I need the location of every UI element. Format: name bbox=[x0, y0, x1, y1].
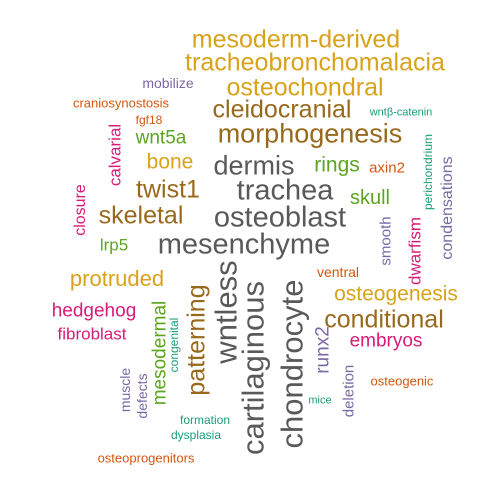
word-formation: formation bbox=[179, 413, 231, 427]
word-wnt-beta-catenin: wntβ-catenin bbox=[369, 106, 433, 119]
word-mice: mice bbox=[308, 394, 332, 407]
word-skull: skull bbox=[349, 187, 391, 209]
word-defects: defects bbox=[134, 373, 150, 419]
word-embryos: embryos bbox=[349, 330, 423, 352]
word-trachea: trachea bbox=[236, 174, 334, 207]
word-calvarial: calvarial bbox=[105, 123, 125, 187]
word-fgf18: fgf18 bbox=[135, 113, 163, 127]
word-osteoprogenitors: osteoprogenitors bbox=[97, 450, 195, 466]
word-perichondrium: perichondrium bbox=[421, 133, 435, 211]
word-cleidocranial: cleidocranial bbox=[212, 95, 352, 124]
word-osteoblast: osteoblast bbox=[213, 201, 347, 234]
word-hedgehog: hedgehog bbox=[51, 300, 137, 322]
word-skeletal: skeletal bbox=[98, 201, 184, 230]
word-chondrocyte: chondrocyte bbox=[274, 279, 310, 449]
word-osteogenesis: osteogenesis bbox=[334, 282, 458, 306]
word-mesenchyme: mesenchyme bbox=[157, 228, 331, 261]
word-tracheobronchomalacia: tracheobronchomalacia bbox=[185, 48, 445, 77]
word-dermis: dermis bbox=[213, 150, 295, 181]
word-congenital: congenital bbox=[167, 317, 181, 373]
word-osteogenic: osteogenic bbox=[370, 373, 434, 389]
word-condensations: condensations bbox=[439, 156, 456, 260]
word-twist1: twist1 bbox=[136, 175, 200, 204]
word-conditional: conditional bbox=[324, 305, 444, 334]
word-deletion: deletion bbox=[340, 364, 358, 418]
word-craniosynostosis: craniosynostosis bbox=[72, 95, 170, 111]
word-mobilize: mobilize bbox=[142, 75, 194, 91]
word-cartilaginous: cartilaginous bbox=[235, 280, 271, 456]
word-closure: closure bbox=[72, 184, 89, 236]
word-lrp5: lrp5 bbox=[99, 235, 129, 255]
word-mesoderm-derived: mesoderm-derived bbox=[191, 25, 401, 54]
word-morphogenesis: morphogenesis bbox=[217, 118, 403, 149]
word-protruded: protruded bbox=[69, 266, 165, 291]
word-smooth: smooth bbox=[377, 216, 395, 266]
word-rings: rings bbox=[314, 153, 360, 177]
word-muscle: muscle bbox=[117, 367, 133, 413]
word-ventral: ventral bbox=[316, 264, 360, 280]
word-osteochondral: osteochondral bbox=[226, 73, 384, 102]
word-runx2: runx2 bbox=[312, 326, 334, 374]
word-dwarfism: dwarfism bbox=[405, 216, 425, 286]
word-bone: bone bbox=[146, 150, 194, 174]
word-patterning: patterning bbox=[182, 284, 211, 396]
word-axin2: axin2 bbox=[369, 159, 405, 177]
word-fibroblast: fibroblast bbox=[57, 324, 127, 344]
word-dysplasia: dysplasia bbox=[170, 428, 222, 442]
word-wnt5a: wnt5a bbox=[135, 127, 187, 149]
